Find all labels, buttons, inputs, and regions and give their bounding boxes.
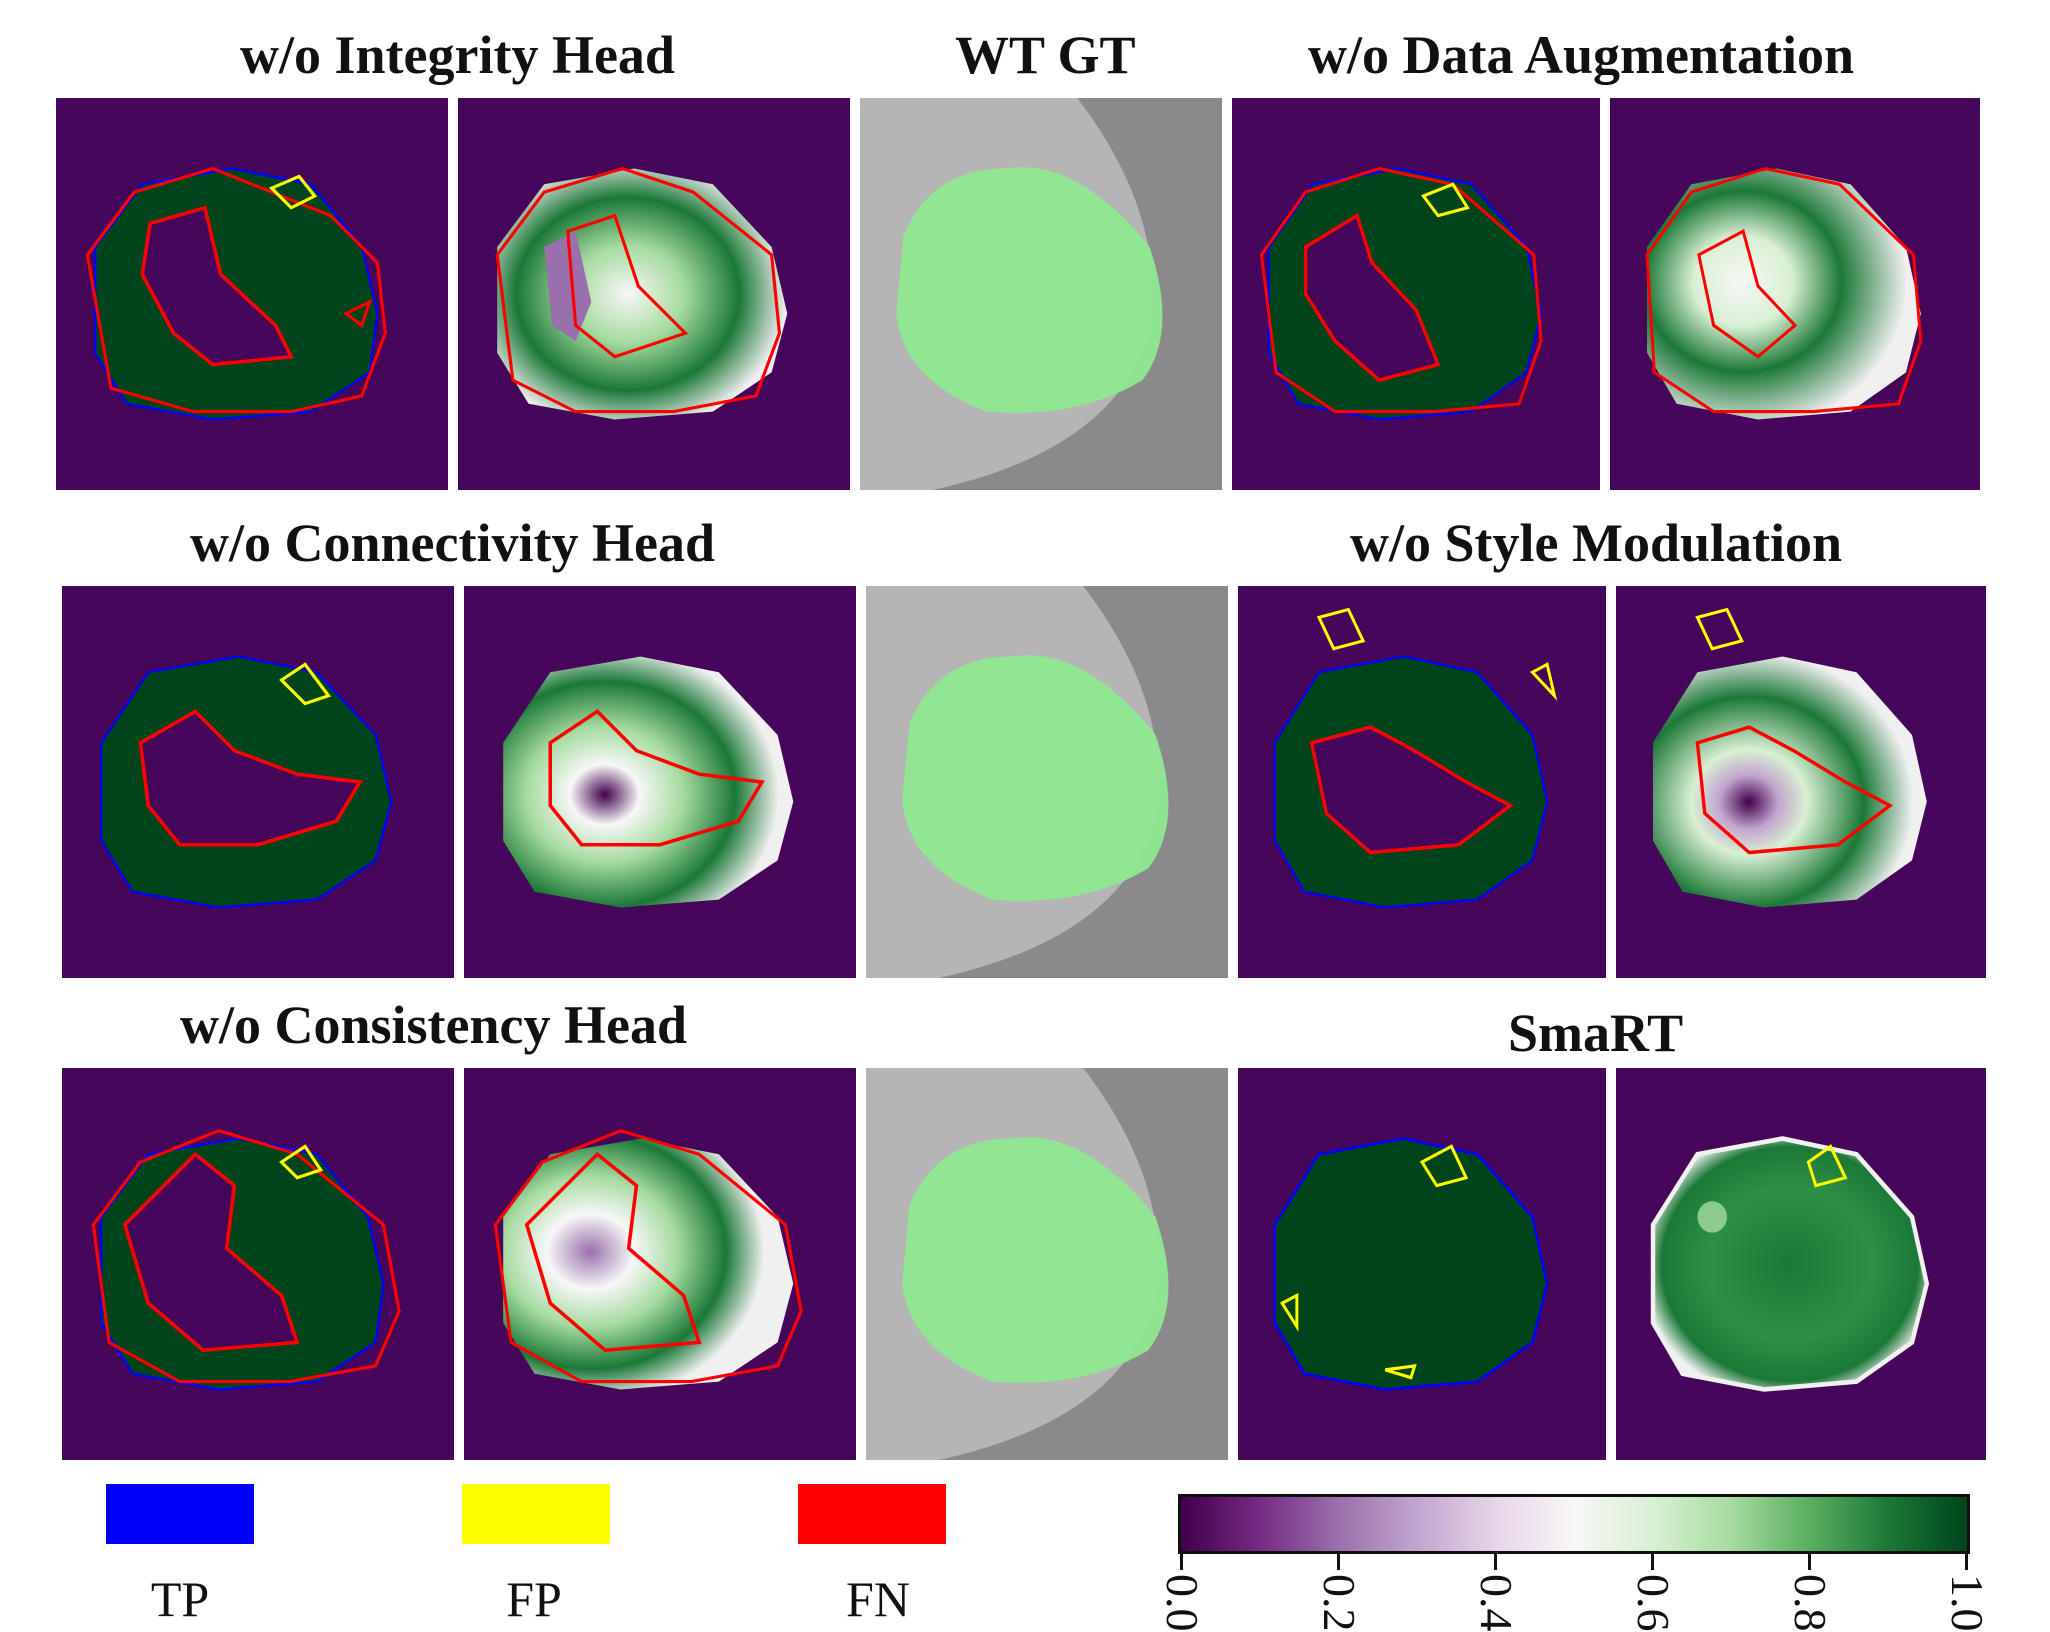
title-data-aug: w/o Data Augmentation <box>1308 25 1855 85</box>
tp-swatch <box>106 1484 254 1544</box>
colorbar-tick-label-2: 0.4 <box>1471 1574 1522 1632</box>
consistency-seg-map <box>62 1068 454 1460</box>
wt-gt-mri-1 <box>860 98 1222 490</box>
consistency-seg-panel <box>62 1068 454 1460</box>
smart-conf-panel <box>1616 1068 1986 1460</box>
connectivity-conf-panel <box>464 586 856 978</box>
colorbar-tick-label-5: 1.0 <box>1942 1574 1993 1632</box>
title-integrity: w/o Integrity Head <box>240 25 675 85</box>
fn-label: FN <box>846 1571 910 1627</box>
fp-swatch <box>462 1484 610 1544</box>
colorbar-tick-2 <box>1494 1554 1497 1570</box>
title-connectivity: w/o Connectivity Head <box>190 513 715 573</box>
colorbar-tick-label-0: 0.0 <box>1157 1574 1208 1632</box>
title-style: w/o Style Modulation <box>1350 513 1843 573</box>
fn-swatch <box>798 1484 946 1544</box>
fp-label: FP <box>506 1571 562 1627</box>
connectivity-conf-map <box>464 586 856 978</box>
title-wt-gt: WT GT <box>955 25 1136 85</box>
colorbar-tick-1 <box>1337 1554 1340 1570</box>
data-aug-conf-panel <box>1610 98 1980 490</box>
integrity-conf-panel <box>458 98 850 490</box>
integrity-conf-map <box>458 98 850 490</box>
colorbar-tick-0 <box>1180 1554 1183 1570</box>
style-seg-panel <box>1238 586 1606 978</box>
connectivity-seg-panel <box>62 586 454 978</box>
colorbar-tick-4 <box>1808 1554 1811 1570</box>
colorbar <box>1178 1494 1970 1554</box>
smart-seg-map <box>1238 1068 1606 1460</box>
consistency-conf-panel <box>464 1068 856 1460</box>
colorbar-tick-label-4: 0.8 <box>1785 1574 1836 1632</box>
wt-gt-mri-2 <box>866 586 1228 978</box>
colorbar-tick-label-3: 0.6 <box>1628 1574 1679 1632</box>
wt-gt-mri-3 <box>866 1068 1228 1460</box>
connectivity-seg-map <box>62 586 454 978</box>
smart-seg-panel <box>1238 1068 1606 1460</box>
smart-conf-map <box>1616 1068 1986 1460</box>
style-seg-map <box>1238 586 1606 978</box>
colorbar-tick-label-1: 0.2 <box>1314 1574 1365 1632</box>
wt-gt-panel-2 <box>866 586 1228 978</box>
wt-gt-panel-3 <box>866 1068 1228 1460</box>
integrity-seg-map <box>56 98 448 490</box>
style-conf-map <box>1616 586 1986 978</box>
title-smart: SmaRT <box>1508 1003 1684 1063</box>
data-aug-conf-map <box>1610 98 1980 490</box>
data-aug-seg-panel <box>1232 98 1600 490</box>
data-aug-seg-map <box>1232 98 1600 490</box>
consistency-conf-map <box>464 1068 856 1460</box>
tp-label: TP <box>150 1571 210 1627</box>
colorbar-tick-3 <box>1651 1554 1654 1570</box>
style-conf-panel <box>1616 586 1986 978</box>
colorbar-tick-5 <box>1965 1554 1968 1570</box>
integrity-seg-panel <box>56 98 448 490</box>
wt-gt-panel-1 <box>860 98 1222 490</box>
title-consistency: w/o Consistency Head <box>180 995 688 1055</box>
